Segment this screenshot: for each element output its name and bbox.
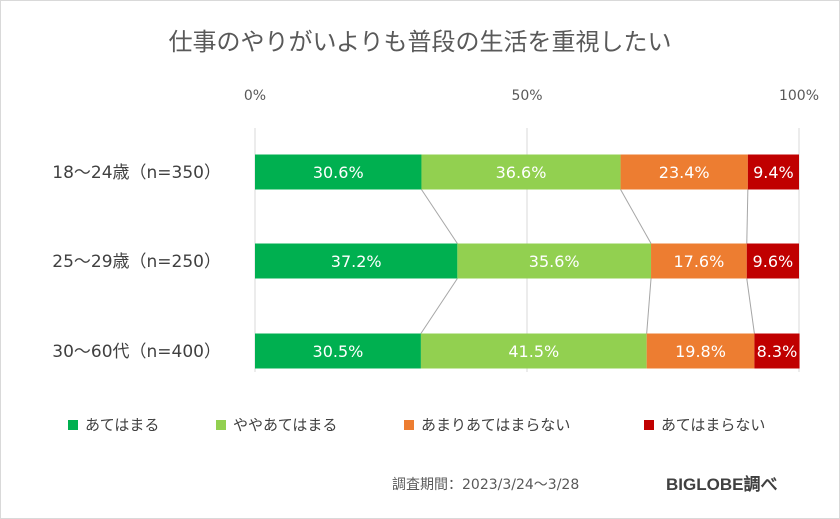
legend-label: あてはまらない <box>661 416 765 434</box>
chart-title: 仕事のやりがいよりも普段の生活を重視したい <box>168 28 672 56</box>
legend-label: あてはまる <box>85 416 159 434</box>
bar-segment <box>255 154 422 190</box>
data-label: 17.6% <box>673 252 724 271</box>
x-tick-label: 0% <box>244 88 266 104</box>
series-line <box>420 278 458 334</box>
legend-swatch <box>644 420 654 430</box>
category-label: 30～60代（n=400） <box>52 342 221 362</box>
category-label: 18～24歳（n=350） <box>52 163 221 183</box>
series-line <box>646 278 652 334</box>
legend-label: ややあてはまる <box>233 416 337 434</box>
bar-segment <box>646 333 755 369</box>
data-label: 35.6% <box>529 252 580 271</box>
bar-segment <box>255 333 421 369</box>
bar-segment <box>421 154 621 190</box>
series-line <box>620 189 652 244</box>
bar-segment <box>754 333 800 369</box>
data-label: 36.6% <box>496 163 547 182</box>
bar-segment <box>255 243 458 279</box>
legend-swatch <box>216 420 226 430</box>
data-label: 30.6% <box>313 163 364 182</box>
x-tick-label: 50% <box>511 88 542 104</box>
series-line <box>746 189 749 244</box>
bar-segment <box>747 154 799 190</box>
bar-segment <box>746 243 799 279</box>
data-label: 37.2% <box>331 252 382 271</box>
bar-segment <box>620 154 748 190</box>
series-line <box>746 278 755 334</box>
x-tick-label: 100% <box>779 88 819 104</box>
data-label: 41.5% <box>508 342 559 361</box>
legend-swatch <box>68 420 78 430</box>
data-label: 8.3% <box>757 342 798 361</box>
data-label: 23.4% <box>659 163 710 182</box>
bar-segment <box>420 333 647 369</box>
data-label: 9.6% <box>753 252 794 271</box>
data-label: 30.5% <box>313 342 364 361</box>
bar-segment <box>457 243 652 279</box>
legend-label: あまりあてはまらない <box>421 416 570 434</box>
data-label: 9.4% <box>753 163 794 182</box>
data-label: 19.8% <box>675 342 726 361</box>
category-label: 25～29歳（n=250） <box>52 252 221 272</box>
source-brand: BIGLOBE調べ <box>666 475 778 494</box>
series-line <box>421 189 458 244</box>
bar-segment <box>651 243 747 279</box>
survey-period: 調査期間：2023/3/24～3/28 <box>392 477 580 493</box>
legend-swatch <box>404 420 414 430</box>
